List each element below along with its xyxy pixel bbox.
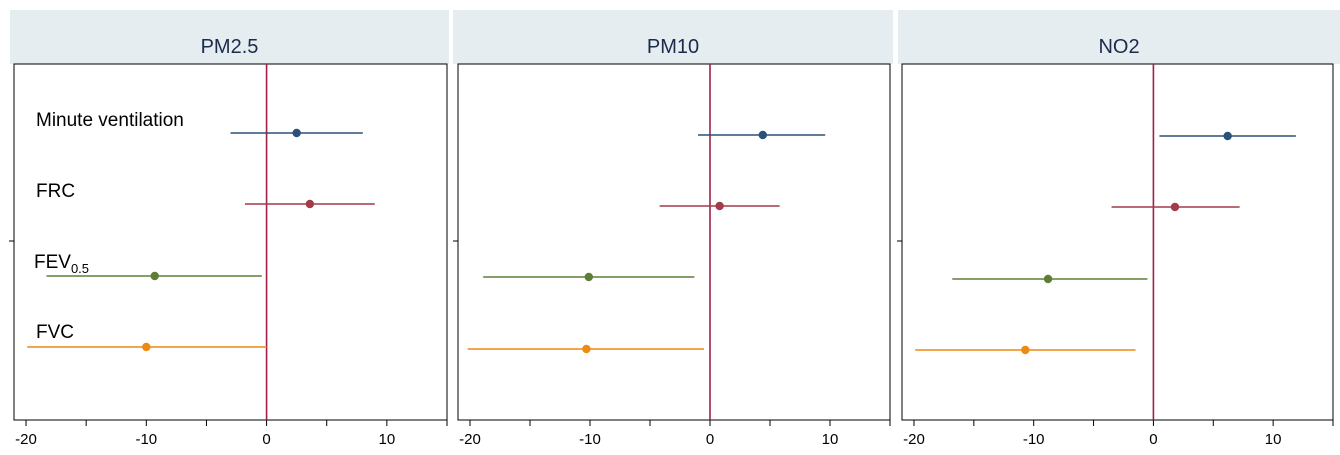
- panel-header-background: [10, 10, 449, 64]
- point-estimate-fev: [584, 272, 593, 282]
- row-label-text: FEV: [34, 252, 71, 273]
- point-estimate-fvc: [582, 344, 591, 354]
- point-estimate-minute-ventilation: [292, 128, 301, 138]
- point-estimate-fvc: [142, 342, 151, 352]
- row-label-frc: FRC: [36, 181, 75, 202]
- row-label-fvc: FVC: [36, 322, 74, 343]
- point-estimate-frc: [715, 201, 724, 211]
- panel-title: NO2: [1098, 36, 1139, 58]
- point-estimate-fvc: [1021, 345, 1030, 355]
- panel-pm10: PM10 -20 -10 0 10: [453, 10, 893, 448]
- x-tick-label: 10: [822, 431, 839, 448]
- row-label-text: Minute ventilation: [36, 110, 184, 131]
- x-tick-label: 0: [262, 431, 270, 448]
- x-tick-label: 10: [1265, 431, 1282, 448]
- row-label-fev: FEV0.5: [34, 252, 89, 276]
- plot-area: [13, 63, 448, 421]
- point-estimate-minute-ventilation: [1223, 131, 1232, 141]
- point-estimate-frc: [305, 199, 315, 209]
- row-label-text: FRC: [36, 181, 75, 202]
- plot-area: [457, 63, 891, 421]
- point-estimate-fev: [1043, 274, 1053, 284]
- x-tick-label: -20: [459, 431, 481, 448]
- x-tick-label: 0: [1149, 431, 1157, 448]
- x-tick-label: 10: [379, 431, 396, 448]
- x-tick-label: -10: [1023, 431, 1045, 448]
- x-tick-label: -10: [579, 431, 601, 448]
- panel-title: PM2.5: [201, 36, 259, 58]
- point-estimate-minute-ventilation: [758, 130, 767, 140]
- row-label-text: FVC: [36, 322, 74, 343]
- panel-title: PM10: [647, 36, 699, 58]
- x-tick-label: -10: [135, 431, 157, 448]
- x-tick-label: -20: [15, 431, 37, 448]
- panel-pm25: PM2.5 -20 -10 0 10: [9, 10, 449, 448]
- row-label-subscript: 0.5: [71, 261, 89, 276]
- row-label-minute-ventilation: Minute ventilation: [36, 110, 184, 131]
- panel-header-background: [898, 10, 1340, 64]
- x-tick-label: -20: [903, 431, 925, 448]
- point-estimate-fev: [150, 271, 159, 281]
- panel-no2: NO2 -20 -10 0 10: [897, 10, 1340, 448]
- point-estimate-frc: [1170, 202, 1180, 212]
- plot-area: [901, 63, 1334, 421]
- panel-header-background: [453, 10, 893, 64]
- x-tick-label: 0: [706, 431, 714, 448]
